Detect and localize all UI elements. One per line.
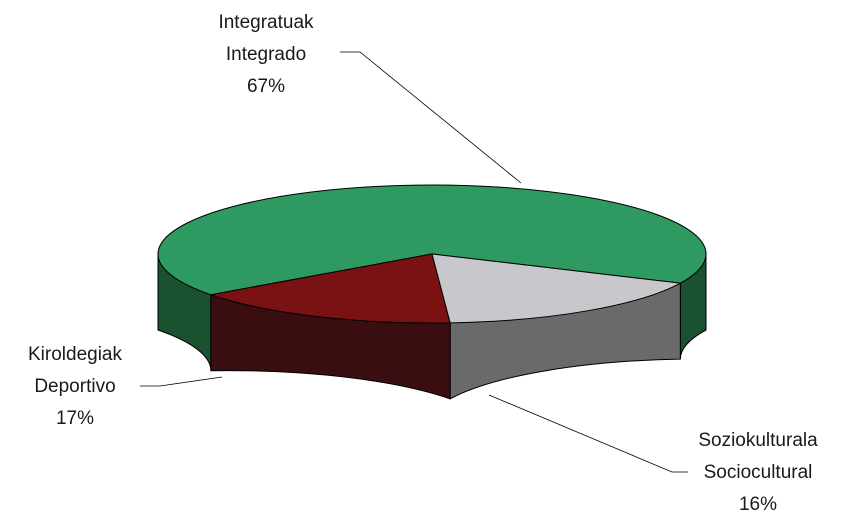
pie-slice-1: [208, 253, 451, 324]
slice-label-line-1-0: Soziokulturala: [698, 430, 818, 451]
leader-line-1: [488, 394, 688, 473]
pie-tops: [157, 184, 707, 324]
slice-label-line-2-1: Deportivo: [34, 376, 115, 397]
slice-label-line-0-0: Integratuak: [218, 12, 314, 33]
slice-label-line-0-1: Integrado: [226, 44, 306, 65]
slice-percent-0: 67%: [247, 76, 285, 97]
slice-label-0: Integratuak Integrado 67%: [218, 12, 314, 97]
slice-label-1: Soziokulturala Sociocultural 16%: [698, 430, 818, 515]
slice-percent-1: 16%: [739, 494, 777, 515]
slice-percent-2: 17%: [56, 408, 94, 429]
pie-slice-0: [157, 184, 707, 296]
slice-label-line-1-1: Sociocultural: [704, 462, 813, 483]
pie-slice-2: [431, 253, 682, 324]
pie-labels: Integratuak Integrado 67% Soziokulturala Soc…: [28, 12, 818, 515]
leader-line-2: [140, 376, 223, 387]
leader-line-0: [340, 51, 522, 184]
slice-label-2: Kiroldegiak Deportivo 17%: [28, 344, 122, 429]
slice-label-line-2-0: Kiroldegiak: [28, 344, 122, 365]
